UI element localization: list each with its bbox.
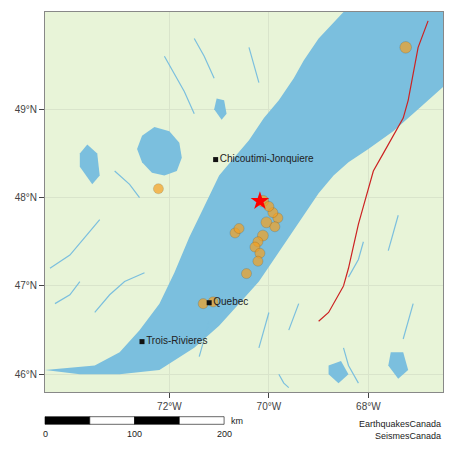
svg-text:EarthquakesCanadaSeismesCanada: EarthquakesCanadaSeismesCanada bbox=[359, 419, 441, 441]
svg-text:200: 200 bbox=[217, 429, 232, 439]
svg-text:0: 0 bbox=[43, 429, 48, 439]
svg-text:Chicoutimi-Jonquiere: Chicoutimi-Jonquiere bbox=[220, 153, 314, 164]
svg-text:Trois-Rivieres: Trois-Rivieres bbox=[146, 335, 207, 346]
svg-text:km: km bbox=[231, 416, 243, 426]
svg-text:68°W: 68°W bbox=[356, 401, 381, 412]
svg-text:70°W: 70°W bbox=[257, 401, 282, 412]
svg-text:47°N: 47°N bbox=[15, 280, 37, 291]
svg-text:49°N: 49°N bbox=[15, 104, 37, 115]
svg-text:72°W: 72°W bbox=[157, 401, 182, 412]
svg-text:Quebec: Quebec bbox=[213, 296, 248, 307]
svg-text:46°N: 46°N bbox=[15, 369, 37, 380]
svg-text:48°N: 48°N bbox=[15, 192, 37, 203]
svg-text:100: 100 bbox=[127, 429, 142, 439]
